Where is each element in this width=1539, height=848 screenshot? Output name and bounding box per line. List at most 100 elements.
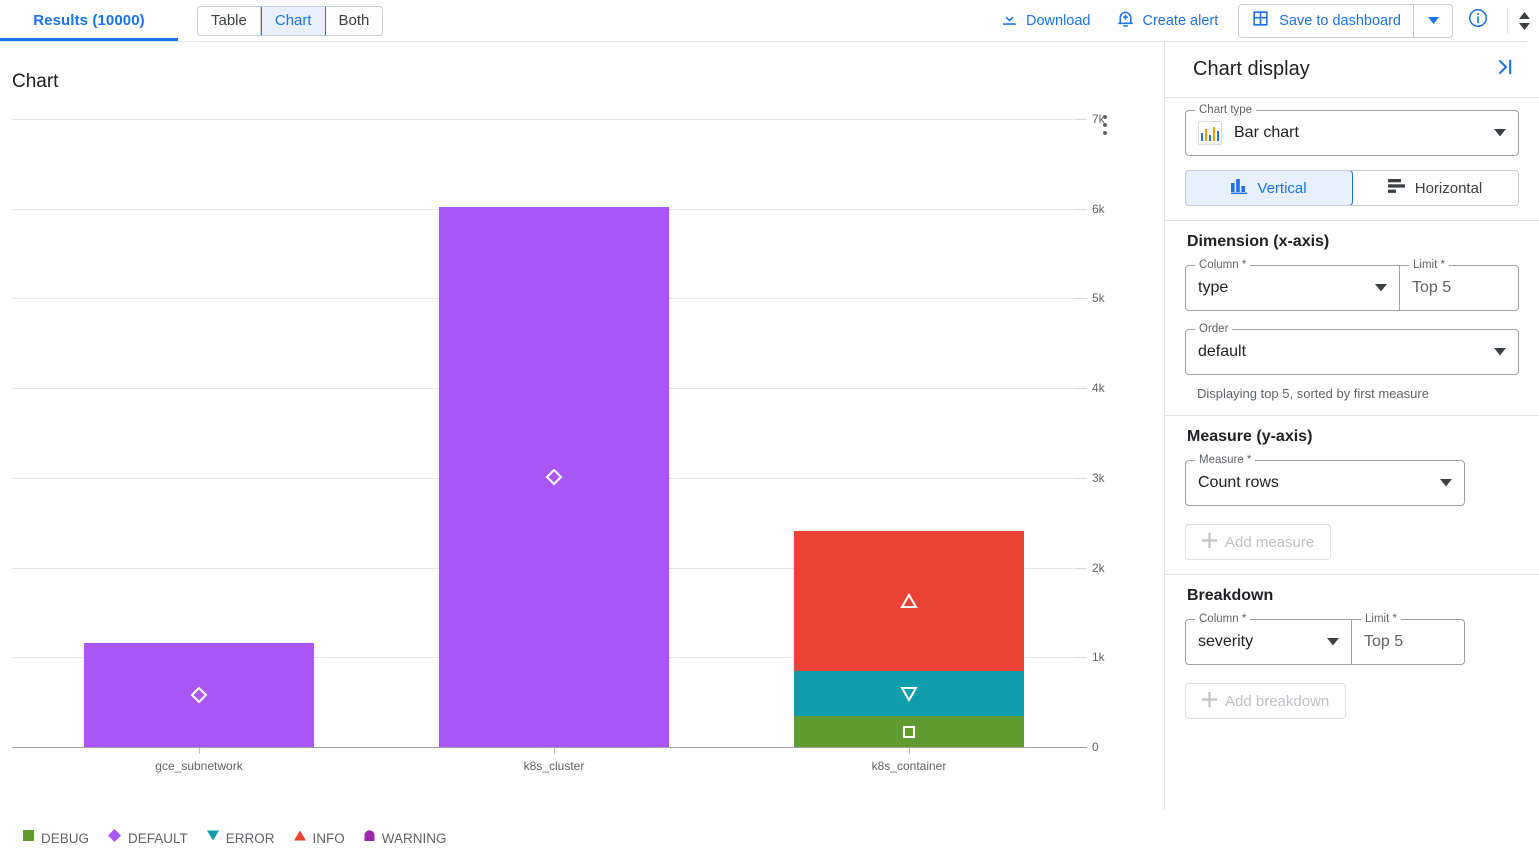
- save-to-dashboard-dropdown[interactable]: [1414, 5, 1452, 37]
- measure-heading: Measure (y-axis): [1187, 428, 1313, 445]
- breakdown-section: Breakdown Column * severity Limit * Top …: [1165, 575, 1539, 733]
- plus-icon: [1202, 532, 1217, 552]
- dimension-column-select[interactable]: Column * type: [1186, 259, 1400, 310]
- dimension-limit-input[interactable]: Limit * Top 5: [1400, 259, 1518, 310]
- x-axis-line: [12, 747, 1075, 748]
- add-measure-button[interactable]: Add measure: [1185, 524, 1332, 560]
- y-axis-tick-label: 0: [1092, 740, 1099, 754]
- info-button[interactable]: [1458, 4, 1498, 38]
- bar-chart-plot: 0 1k 2k 3k 4k 5k 6k 7k gce_subnetwork k8s_cluster…: [0, 42, 1151, 810]
- x-tick-mark: [554, 748, 555, 754]
- legend-item-debug[interactable]: DEBUG: [22, 829, 89, 847]
- bar-chart-icon: [1198, 121, 1222, 145]
- y-tick-mark: [1075, 477, 1087, 479]
- triangle-down-marker-icon: [898, 683, 920, 705]
- bar-segment-gce_subnetwork-default[interactable]: [84, 642, 314, 747]
- toolbar-actions: Download Create alert Save to dashboard: [988, 3, 1539, 38]
- y-axis-tick-label: 2k: [1092, 560, 1105, 575]
- chart-panel-title: Chart: [12, 71, 59, 92]
- bar-segment-k8s_container-error[interactable]: [794, 671, 1024, 717]
- dimension-column-limit-row: Column * type Limit * Top 5: [1185, 259, 1519, 311]
- diamond-swatch-icon: [107, 828, 122, 848]
- y-axis-tick-label: 7k: [1092, 112, 1105, 126]
- measure-section: Measure (y-axis) Measure * Count rows Ad…: [1165, 416, 1539, 575]
- save-to-dashboard-button[interactable]: Save to dashboard: [1239, 4, 1414, 37]
- view-mode-table[interactable]: Table: [198, 6, 261, 35]
- plus-icon: [1202, 691, 1217, 711]
- y-tick-mark: [1075, 298, 1087, 300]
- chart-legend: DEBUG DEFAULT ERROR INFO WARNING: [22, 828, 447, 848]
- chart-type-label: Chart type: [1195, 104, 1257, 116]
- more-options-icon[interactable]: [1093, 112, 1117, 138]
- chart-type-select[interactable]: Chart type Bar chart: [1185, 104, 1519, 156]
- dimension-section: Dimension (x-axis) Column * type Limit *…: [1165, 221, 1539, 416]
- y-tick-mark: [1075, 119, 1087, 120]
- orientation-horizontal[interactable]: Horizontal: [1352, 171, 1518, 205]
- collapse-panel-button[interactable]: [1491, 56, 1519, 84]
- toolbar-separator: [1507, 7, 1508, 34]
- create-alert-button[interactable]: Create alert: [1103, 4, 1231, 38]
- measure-select[interactable]: Measure * Count rows: [1185, 454, 1465, 506]
- orientation-toggle: Vertical Horizontal: [1185, 170, 1519, 206]
- add-measure-label: Add measure: [1225, 533, 1315, 551]
- triangle-up-marker-icon: [898, 590, 920, 612]
- chevron-down-icon: [1327, 633, 1339, 651]
- x-axis-tick-label: k8s_cluster: [523, 759, 585, 773]
- breakdown-column-select[interactable]: Column * severity: [1186, 613, 1352, 664]
- legend-label: WARNING: [381, 830, 447, 846]
- legend-item-warning[interactable]: WARNING: [363, 829, 447, 847]
- bar-k8s_container[interactable]: [794, 531, 1024, 747]
- tab-results[interactable]: Results (10000): [0, 0, 178, 41]
- y-tick-mark: [1075, 567, 1087, 569]
- download-icon: [1000, 9, 1019, 32]
- square-marker-icon: [898, 721, 920, 743]
- breakdown-limit-input[interactable]: Limit * Top 5: [1352, 613, 1464, 664]
- dome-swatch-icon: [363, 829, 376, 847]
- measure-label: Measure *: [1195, 454, 1256, 466]
- chart-display-title: Chart display: [1193, 58, 1310, 80]
- legend-item-info[interactable]: INFO: [293, 829, 345, 847]
- orientation-vertical[interactable]: Vertical: [1186, 171, 1353, 205]
- measure-value: Count rows: [1198, 474, 1279, 491]
- bar-segment-k8s_cluster-default[interactable]: [439, 206, 669, 747]
- orientation-vertical-label: Vertical: [1257, 179, 1307, 197]
- dimension-limit-label: Limit *: [1409, 259, 1449, 271]
- chart-type-value: Bar chart: [1234, 124, 1299, 141]
- x-axis-tick-label: k8s_container: [871, 759, 947, 773]
- info-icon: [1467, 7, 1489, 34]
- breakdown-column-limit-row: Column * severity Limit * Top 5: [1185, 613, 1465, 665]
- top-toolbar: Results (10000) Table Chart Both Downloa…: [0, 0, 1539, 41]
- y-tick-mark: [1075, 388, 1087, 390]
- view-mode-segmented-control: Table Chart Both: [197, 5, 384, 36]
- chevron-down-icon: [1494, 343, 1506, 361]
- chart-type-section: Chart type Bar chart: [1165, 98, 1539, 221]
- add-breakdown-button[interactable]: Add breakdown: [1185, 683, 1347, 719]
- horizontal-bars-icon: [1387, 178, 1406, 198]
- x-tick-mark: [909, 748, 910, 754]
- legend-item-error[interactable]: ERROR: [206, 829, 275, 847]
- view-mode-both[interactable]: Both: [325, 6, 383, 35]
- bar-segment-k8s_container-debug[interactable]: [794, 716, 1024, 747]
- legend-label: DEBUG: [41, 830, 90, 846]
- view-mode-chart[interactable]: Chart: [260, 6, 326, 35]
- breakdown-heading: Breakdown: [1187, 587, 1274, 604]
- chart-display-header: Chart display: [1165, 42, 1539, 98]
- dimension-order-label: Order: [1195, 323, 1233, 335]
- breakdown-column-label: Column *: [1195, 613, 1251, 625]
- vertical-resize-handle[interactable]: [1513, 11, 1535, 30]
- bar-k8s_cluster[interactable]: [439, 206, 669, 747]
- x-tick-mark: [199, 748, 200, 754]
- dimension-order-select[interactable]: Order default: [1185, 323, 1519, 375]
- chevron-down-icon: [1494, 124, 1506, 142]
- bell-plus-icon: [1115, 8, 1136, 33]
- bar-gce_subnetwork[interactable]: [84, 642, 314, 747]
- bar-segment-k8s_container-info[interactable]: [794, 531, 1024, 672]
- legend-item-default[interactable]: DEFAULT: [107, 828, 188, 848]
- diamond-marker-icon: [188, 684, 210, 706]
- dimension-limit-value: Top 5: [1412, 279, 1452, 296]
- diamond-marker-icon: [543, 466, 565, 488]
- legend-label: DEFAULT: [128, 830, 188, 846]
- chevron-down-icon: [1375, 279, 1387, 297]
- download-button[interactable]: Download: [988, 4, 1103, 38]
- save-to-dashboard-group: Save to dashboard: [1238, 3, 1453, 38]
